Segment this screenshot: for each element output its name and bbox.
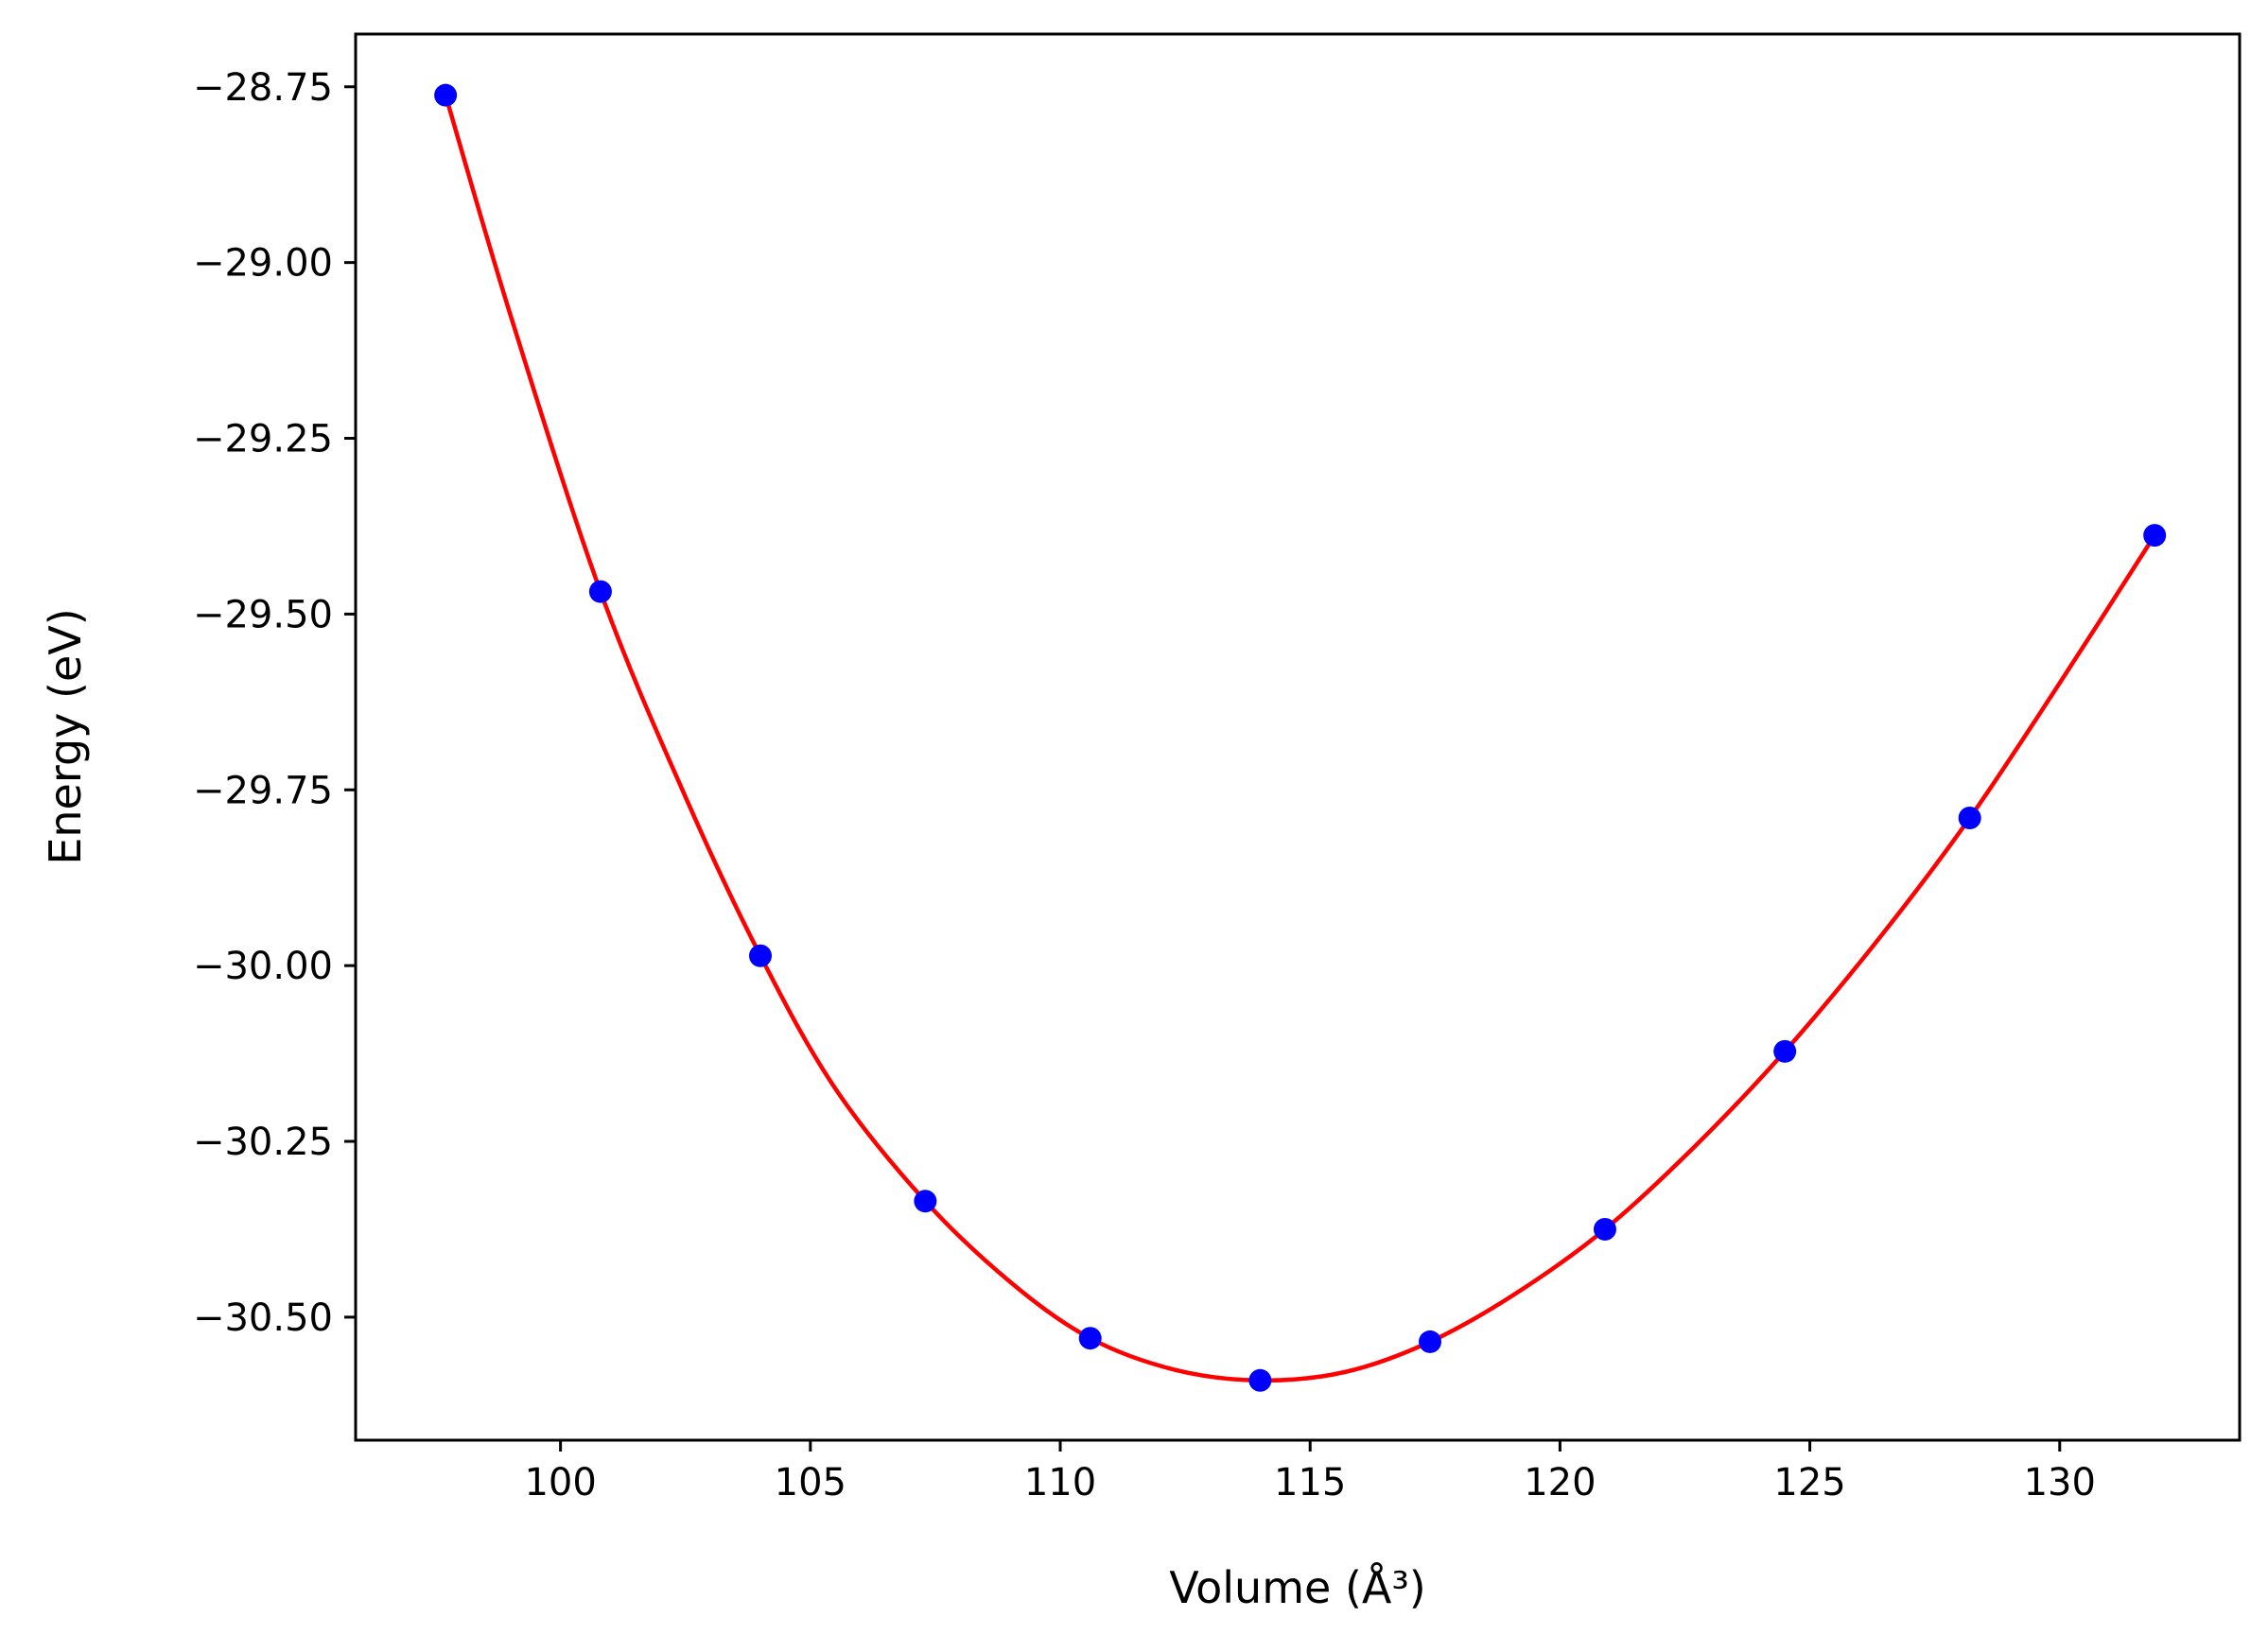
x-tick-label: 105 xyxy=(775,1461,846,1504)
y-tick-label: −30.25 xyxy=(193,1121,333,1164)
y-tick-label: −29.25 xyxy=(193,418,333,461)
x-tick-label: 120 xyxy=(1524,1461,1596,1504)
data-point xyxy=(1593,1217,1616,1241)
y-axis-ticks: −28.75 −29.00 −29.25 −29.50 −29.75 −30.00 −30.… xyxy=(193,66,356,1340)
x-tick-label: 115 xyxy=(1274,1461,1346,1504)
y-tick-label: −28.75 xyxy=(193,66,333,110)
y-tick-label: −30.50 xyxy=(193,1296,333,1340)
y-axis-label: Energy (eV) xyxy=(40,608,91,864)
axes-frame xyxy=(354,32,2242,1442)
x-tick-label: 130 xyxy=(2024,1461,2096,1504)
y-tick-label: −30.00 xyxy=(193,945,333,988)
y-tick-label: −29.75 xyxy=(193,769,333,812)
data-point xyxy=(2143,524,2167,548)
x-axis-ticks: 100 105 110 115 120 125 130 xyxy=(524,1440,2096,1504)
x-tick-label: 125 xyxy=(1773,1461,1845,1504)
y-tick-label: −29.50 xyxy=(193,593,333,636)
x-tick-label: 110 xyxy=(1024,1461,1096,1504)
data-point xyxy=(748,944,772,967)
fit-curve-line xyxy=(443,95,2157,1383)
x-tick-label: 100 xyxy=(524,1461,596,1504)
data-point xyxy=(588,580,612,603)
y-tick-label: −29.00 xyxy=(193,242,333,286)
data-point xyxy=(1419,1330,1442,1353)
x-axis-label: Volume (Å³) xyxy=(1169,1562,1426,1613)
plot-area xyxy=(434,83,2167,1392)
data-point xyxy=(1958,807,1981,830)
data-point xyxy=(434,83,458,107)
data-point xyxy=(1078,1327,1102,1350)
data-point xyxy=(1773,1039,1797,1063)
data-point xyxy=(1248,1368,1272,1392)
data-point xyxy=(914,1190,937,1213)
